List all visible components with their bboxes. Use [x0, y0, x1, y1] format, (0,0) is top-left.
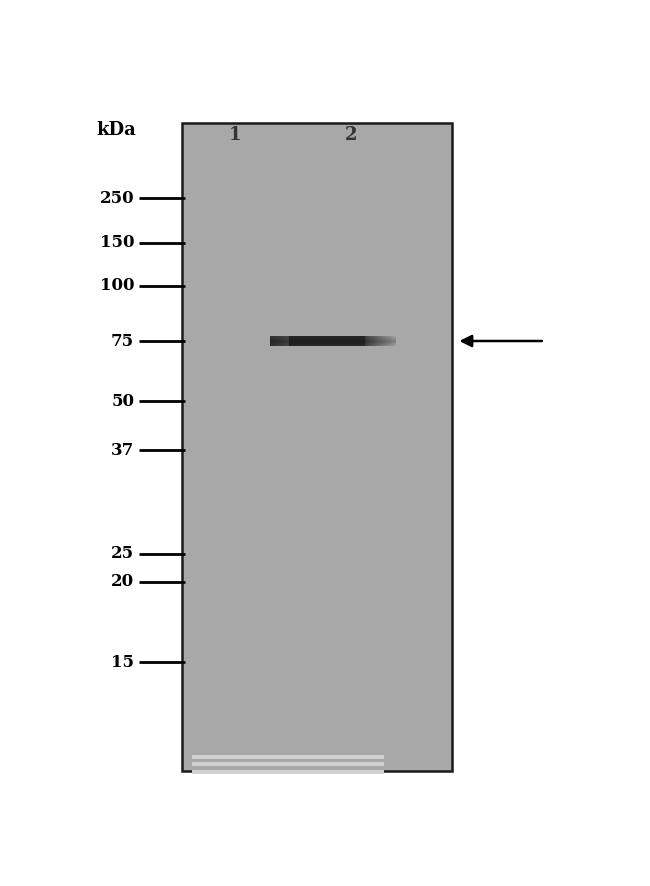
Text: 20: 20	[111, 573, 134, 590]
Bar	[182, 123, 452, 772]
Text: 50: 50	[111, 392, 134, 409]
Bar	[192, 762, 384, 766]
Text: 150: 150	[99, 234, 134, 252]
Text: 100: 100	[99, 277, 134, 294]
Text: 1: 1	[229, 126, 241, 144]
Text: 37: 37	[111, 441, 134, 459]
Bar	[192, 755, 384, 759]
Text: 250: 250	[99, 190, 134, 207]
Text: 75: 75	[111, 332, 134, 349]
Text: 2: 2	[344, 126, 357, 144]
Text: 15: 15	[111, 654, 134, 671]
Bar	[192, 770, 384, 774]
Text: kDa: kDa	[97, 121, 136, 139]
Text: 25: 25	[111, 546, 134, 563]
